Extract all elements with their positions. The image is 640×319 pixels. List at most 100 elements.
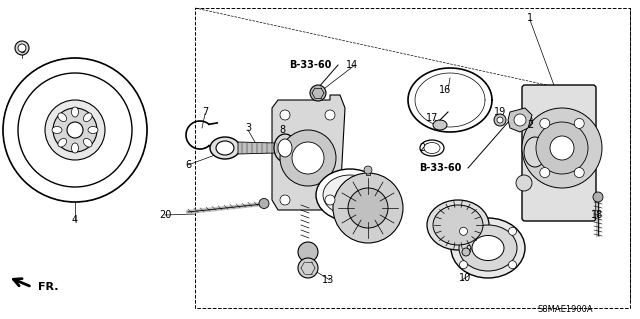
Circle shape: [574, 118, 584, 129]
Ellipse shape: [278, 139, 292, 157]
Circle shape: [15, 70, 135, 190]
Text: 16: 16: [439, 85, 451, 95]
Text: 4: 4: [72, 215, 78, 225]
Bar: [366, 170, 370, 175]
Text: 19: 19: [494, 107, 506, 117]
Circle shape: [574, 167, 584, 178]
Bar: [195, 8, 630, 308]
Text: 12: 12: [344, 205, 356, 215]
Circle shape: [462, 248, 470, 256]
Circle shape: [516, 175, 532, 191]
Ellipse shape: [88, 127, 98, 133]
Ellipse shape: [472, 235, 504, 261]
Circle shape: [540, 118, 550, 129]
Ellipse shape: [427, 200, 489, 250]
Ellipse shape: [210, 137, 240, 159]
Text: 18: 18: [591, 210, 603, 220]
Ellipse shape: [83, 113, 92, 122]
Ellipse shape: [424, 143, 440, 153]
Circle shape: [593, 192, 603, 202]
Text: 21: 21: [419, 143, 431, 153]
Circle shape: [460, 261, 467, 269]
Circle shape: [310, 85, 326, 101]
Circle shape: [3, 58, 147, 202]
Ellipse shape: [72, 107, 79, 117]
Ellipse shape: [83, 138, 92, 147]
Ellipse shape: [52, 127, 62, 133]
Circle shape: [540, 167, 550, 178]
Text: 8: 8: [279, 125, 285, 135]
Text: 5: 5: [19, 45, 25, 55]
Text: 1: 1: [527, 13, 533, 23]
Text: 13: 13: [322, 275, 334, 285]
Ellipse shape: [72, 143, 79, 153]
Circle shape: [536, 122, 588, 174]
Circle shape: [509, 227, 516, 235]
Circle shape: [494, 114, 506, 126]
Circle shape: [509, 261, 516, 269]
Text: 10: 10: [459, 273, 471, 283]
Polygon shape: [272, 95, 345, 210]
Circle shape: [18, 44, 26, 52]
Circle shape: [280, 195, 290, 205]
Text: 2: 2: [527, 120, 533, 130]
Circle shape: [325, 195, 335, 205]
Text: B-33-60: B-33-60: [289, 60, 331, 70]
Ellipse shape: [433, 120, 447, 130]
Circle shape: [7, 62, 143, 198]
Polygon shape: [238, 142, 285, 154]
Ellipse shape: [420, 140, 444, 156]
Text: FR.: FR.: [38, 282, 58, 292]
Circle shape: [17, 72, 133, 188]
Circle shape: [15, 41, 29, 55]
Circle shape: [333, 173, 403, 243]
Ellipse shape: [216, 141, 234, 155]
Circle shape: [292, 142, 324, 174]
Ellipse shape: [316, 169, 384, 221]
Circle shape: [18, 73, 132, 187]
Circle shape: [11, 66, 139, 194]
Ellipse shape: [58, 138, 67, 147]
Circle shape: [13, 68, 137, 192]
Circle shape: [5, 60, 145, 200]
Circle shape: [460, 227, 467, 235]
Text: 3: 3: [245, 123, 251, 133]
Circle shape: [53, 108, 97, 152]
Ellipse shape: [274, 134, 296, 162]
Text: 7: 7: [202, 107, 208, 117]
FancyBboxPatch shape: [522, 85, 596, 221]
Circle shape: [3, 58, 147, 202]
Text: 11: 11: [537, 143, 549, 153]
Ellipse shape: [524, 137, 546, 167]
Circle shape: [364, 166, 372, 174]
Circle shape: [325, 110, 335, 120]
Circle shape: [45, 100, 105, 160]
Circle shape: [497, 117, 503, 123]
Circle shape: [298, 242, 318, 262]
Text: B-33-60: B-33-60: [419, 163, 461, 173]
Text: 14: 14: [346, 60, 358, 70]
Ellipse shape: [58, 113, 67, 122]
Text: 9: 9: [465, 245, 471, 255]
Ellipse shape: [433, 205, 483, 245]
Text: 17: 17: [426, 113, 438, 123]
Circle shape: [298, 258, 318, 278]
Ellipse shape: [323, 175, 377, 215]
Ellipse shape: [459, 225, 517, 271]
Text: 6: 6: [185, 160, 191, 170]
Text: S8MAE1900A: S8MAE1900A: [537, 306, 593, 315]
Circle shape: [280, 130, 336, 186]
Circle shape: [514, 114, 526, 126]
Circle shape: [280, 110, 290, 120]
Circle shape: [259, 198, 269, 209]
Circle shape: [522, 108, 602, 188]
Text: 20: 20: [159, 210, 171, 220]
Circle shape: [550, 136, 574, 160]
Circle shape: [348, 188, 388, 228]
Ellipse shape: [451, 218, 525, 278]
Circle shape: [9, 64, 141, 196]
Circle shape: [67, 122, 83, 138]
Text: 15: 15: [362, 223, 374, 233]
Polygon shape: [508, 108, 532, 132]
Circle shape: [516, 112, 532, 128]
